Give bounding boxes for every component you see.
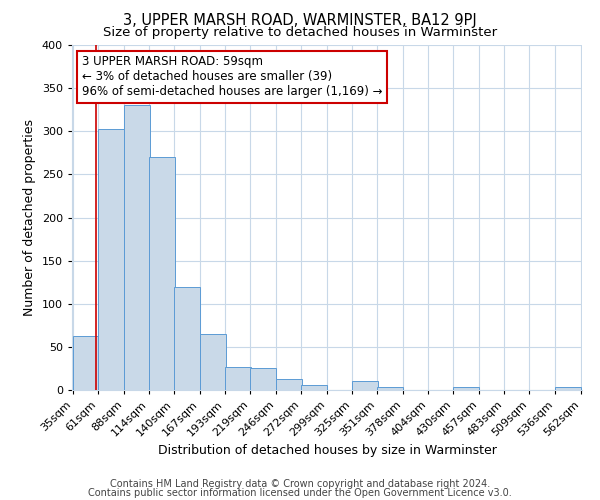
Bar	[301, 385, 327, 390]
Text: 3, UPPER MARSH ROAD, WARMINSTER, BA12 9PJ: 3, UPPER MARSH ROAD, WARMINSTER, BA12 9P…	[123, 12, 477, 28]
Text: Size of property relative to detached houses in Warminster: Size of property relative to detached ho…	[103, 26, 497, 39]
Bar	[149, 157, 175, 390]
Bar	[555, 388, 581, 390]
Bar	[276, 379, 302, 390]
Bar	[453, 388, 479, 390]
Bar	[250, 368, 276, 390]
Bar	[73, 336, 99, 390]
Bar	[352, 380, 378, 390]
Bar	[124, 106, 150, 390]
Bar	[377, 386, 403, 390]
Bar	[98, 128, 124, 390]
Bar	[174, 286, 200, 390]
Bar	[225, 366, 251, 390]
Text: Contains public sector information licensed under the Open Government Licence v3: Contains public sector information licen…	[88, 488, 512, 498]
X-axis label: Distribution of detached houses by size in Warminster: Distribution of detached houses by size …	[158, 444, 496, 456]
Text: 3 UPPER MARSH ROAD: 59sqm
← 3% of detached houses are smaller (39)
96% of semi-d: 3 UPPER MARSH ROAD: 59sqm ← 3% of detach…	[82, 56, 383, 98]
Text: Contains HM Land Registry data © Crown copyright and database right 2024.: Contains HM Land Registry data © Crown c…	[110, 479, 490, 489]
Bar	[200, 334, 226, 390]
Y-axis label: Number of detached properties: Number of detached properties	[23, 119, 36, 316]
